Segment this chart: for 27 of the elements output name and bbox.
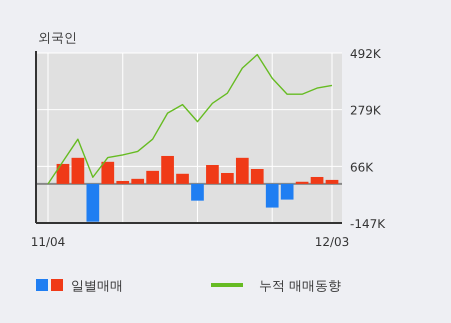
bar bbox=[221, 172, 234, 184]
y-tick-label: 279K bbox=[350, 104, 382, 118]
bar bbox=[206, 165, 219, 184]
bar bbox=[161, 156, 174, 184]
legend-label: 일별매매 bbox=[71, 279, 123, 294]
bar bbox=[86, 184, 100, 222]
legend-label: 누적 매매동향 bbox=[259, 279, 342, 294]
bar bbox=[146, 170, 159, 184]
bar bbox=[326, 180, 338, 184]
bar bbox=[280, 184, 294, 200]
bar bbox=[236, 158, 249, 184]
bar bbox=[266, 184, 279, 208]
bar bbox=[56, 164, 70, 184]
y-tick-label: 66K bbox=[350, 160, 374, 174]
bar bbox=[310, 176, 324, 184]
y-tick-label: 492K bbox=[350, 47, 382, 61]
bar bbox=[72, 158, 84, 184]
chart-title: 외국인 bbox=[38, 31, 77, 46]
bar bbox=[250, 168, 264, 184]
x-tick-label: 11/04 bbox=[30, 235, 66, 249]
bar bbox=[116, 180, 130, 184]
y-tick-label: -147K bbox=[350, 217, 386, 231]
bar bbox=[131, 178, 144, 184]
bar bbox=[176, 174, 189, 184]
x-tick-label: 12/03 bbox=[314, 235, 350, 249]
bar bbox=[191, 184, 204, 201]
bar bbox=[101, 162, 114, 184]
